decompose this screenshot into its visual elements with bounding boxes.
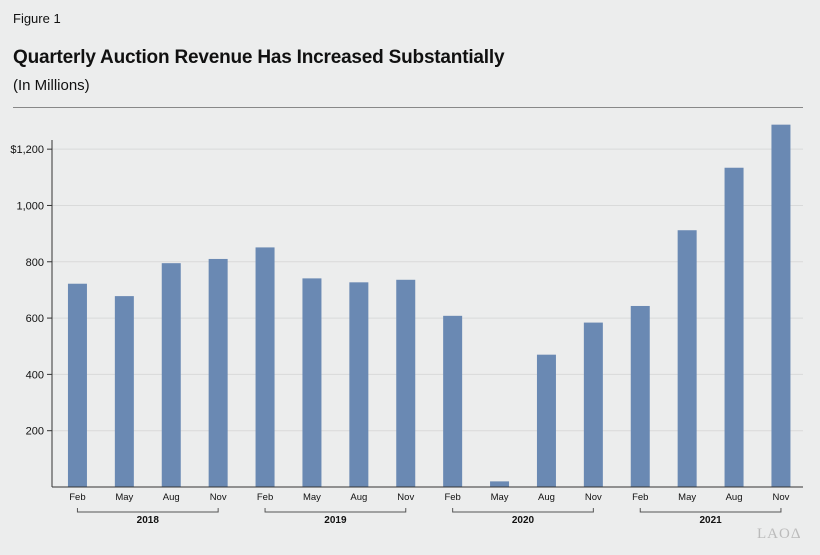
y-tick-label: 600 <box>26 313 44 325</box>
year-bracket <box>264 508 407 513</box>
bar <box>255 247 275 487</box>
y-tick-label: $1,200 <box>10 144 44 156</box>
bar <box>349 282 369 487</box>
bar <box>161 263 181 487</box>
x-tick-label: Aug <box>726 492 743 503</box>
y-tick-label: 800 <box>26 257 44 269</box>
x-tick-label: Nov <box>210 492 227 503</box>
bar <box>724 167 744 487</box>
year-label: 2018 <box>137 515 160 526</box>
x-tick-label: Feb <box>444 492 460 503</box>
x-tick-label: Feb <box>257 492 273 503</box>
x-tick-label: Feb <box>69 492 85 503</box>
y-tick-label: 1,000 <box>16 200 44 212</box>
x-tick-label: Aug <box>350 492 367 503</box>
year-label: 2019 <box>324 515 347 526</box>
bar <box>208 258 228 487</box>
x-tick-label: Nov <box>585 492 602 503</box>
year-label: 2021 <box>699 515 722 526</box>
x-tick-label: May <box>303 492 321 503</box>
bar <box>302 278 322 487</box>
year-label: 2020 <box>512 515 535 526</box>
bar <box>771 124 791 487</box>
x-tick-label: Feb <box>632 492 648 503</box>
bar <box>396 279 416 487</box>
bar <box>630 305 650 487</box>
bar <box>443 315 463 487</box>
y-tick-label: 400 <box>26 369 44 381</box>
x-tick-label: May <box>678 492 696 503</box>
chart-title: Quarterly Auction Revenue Has Increased … <box>13 47 505 68</box>
year-bracket <box>76 508 219 513</box>
x-tick-label: May <box>491 492 509 503</box>
y-tick-label: 200 <box>26 426 44 438</box>
x-tick-label: Aug <box>163 492 180 503</box>
bar <box>114 296 134 487</box>
year-bracket <box>639 508 782 513</box>
chart-subtitle: (In Millions) <box>13 77 90 94</box>
x-tick-label: May <box>115 492 133 503</box>
bar <box>67 283 87 487</box>
bar <box>536 354 556 487</box>
bar <box>490 481 510 487</box>
x-tick-label: Nov <box>772 492 789 503</box>
year-bracket <box>452 508 594 513</box>
x-tick-label: Aug <box>538 492 555 503</box>
bar <box>583 322 603 487</box>
laoa-watermark-logo: LAOΔ <box>757 526 802 542</box>
title-divider <box>13 107 803 108</box>
figure-label: Figure 1 <box>13 11 61 26</box>
x-tick-label: Nov <box>397 492 414 503</box>
bar <box>677 230 697 487</box>
